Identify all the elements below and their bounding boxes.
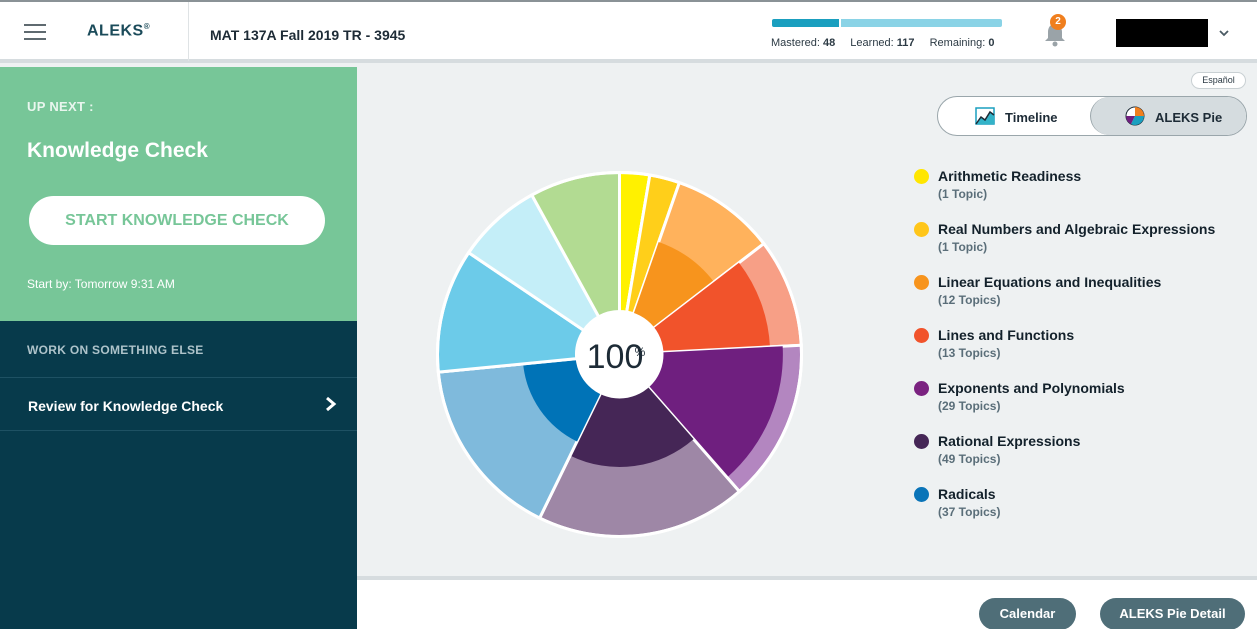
- top-header: ALEKS® MAT 137A Fall 2019 TR - 3945 Mast…: [0, 0, 1257, 63]
- legend-name: Radicals: [938, 486, 996, 502]
- view-toggle: Timeline ALEKS Pie: [937, 96, 1247, 136]
- aleks-pie-label: ALEKS Pie: [1155, 110, 1223, 125]
- start-by-text: Start by: Tomorrow 9:31 AM: [27, 277, 175, 291]
- legend-dot: [914, 434, 929, 449]
- up-next-label: UP NEXT :: [27, 99, 94, 114]
- legend-name: Arithmetic Readiness: [938, 168, 1082, 184]
- legend-dot: [914, 169, 929, 184]
- chevron-down-icon[interactable]: [1218, 26, 1230, 38]
- pie-slice-mastered[interactable]: [523, 358, 601, 442]
- pie-center-value: 100: [587, 338, 644, 376]
- work-on-something-else-panel: WORK ON SOMETHING ELSE Review for Knowle…: [0, 321, 357, 629]
- start-knowledge-check-button[interactable]: START KNOWLEDGE CHECK: [29, 196, 325, 245]
- pie-slice-mastered[interactable]: [653, 262, 770, 353]
- up-next-title: Knowledge Check: [27, 139, 208, 162]
- legend-item[interactable]: Radicals (37 Topics): [913, 485, 1233, 521]
- legend-item[interactable]: Exponents and Polynomials (29 Topics): [913, 379, 1233, 415]
- legend-item[interactable]: Rational Expressions (49 Topics): [913, 432, 1233, 468]
- progress-learned-fill: [841, 19, 1002, 27]
- legend-count: (12 Topics): [938, 293, 1001, 307]
- mastered-count: 48: [822, 37, 836, 49]
- review-item-label: Review for Knowledge Check: [28, 398, 224, 414]
- pie-outer-ring: [436, 171, 803, 538]
- review-for-knowledge-check-item[interactable]: Review for Knowledge Check: [0, 378, 357, 431]
- legend-count: (49 Topics): [938, 452, 1001, 466]
- pie-legend: Arithmetic Readiness (1 Topic) Real Number…: [913, 167, 1233, 575]
- aleks-pie-chart: 100 %: [431, 166, 808, 543]
- chevron-right-icon: [324, 396, 338, 412]
- remaining-count: 0: [988, 37, 995, 49]
- user-name-redacted[interactable]: [1116, 19, 1208, 47]
- header-divider: [188, 2, 189, 61]
- legend-item[interactable]: Linear Equations and Inequalities (12 Top…: [913, 273, 1233, 309]
- aleks-pie-toggle-button[interactable]: ALEKS Pie: [1090, 97, 1246, 135]
- timeline-toggle-button[interactable]: Timeline: [938, 97, 1092, 135]
- legend-count: (13 Topics): [938, 346, 1001, 360]
- bell-icon[interactable]: 2: [1043, 14, 1067, 48]
- progress-bar: [772, 19, 1002, 27]
- legend-count: (1 Topic): [938, 240, 988, 254]
- hamburger-icon[interactable]: [24, 24, 46, 40]
- learned-label: Learned:: [850, 37, 894, 49]
- pie-chart-svg: 100 %: [436, 170, 803, 538]
- legend-item[interactable]: Arithmetic Readiness (1 Topic): [913, 167, 1233, 203]
- aleks-logo[interactable]: ALEKS®: [87, 22, 151, 40]
- progress-stats: Mastered: 48 Learned: 117 Remaining: 0: [771, 37, 994, 49]
- pie-chart-icon: [1125, 106, 1145, 126]
- progress-mastered-fill: [772, 19, 839, 27]
- timeline-label: Timeline: [1005, 110, 1058, 125]
- timeline-chart-icon: [975, 106, 995, 126]
- bottom-footer: Calendar ALEKS Pie Detail: [357, 576, 1257, 629]
- aleks-pie-detail-button[interactable]: ALEKS Pie Detail: [1100, 598, 1245, 629]
- legend-dot: [914, 487, 929, 502]
- legend-name: Exponents and Polynomials: [938, 380, 1125, 396]
- legend-name: Real Numbers and Algebraic Expressions: [938, 221, 1216, 237]
- legend-count: (1 Topic): [938, 187, 988, 201]
- notification-badge: 2: [1050, 14, 1066, 30]
- espanol-link[interactable]: Español: [1191, 72, 1246, 89]
- legend-name: Rational Expressions: [938, 433, 1081, 449]
- divider: [0, 377, 357, 378]
- legend-dot: [914, 381, 929, 396]
- legend-name: Lines and Functions: [938, 327, 1075, 343]
- remaining-label: Remaining:: [929, 37, 986, 49]
- divider: [0, 430, 357, 431]
- work-else-label: WORK ON SOMETHING ELSE: [27, 343, 204, 357]
- legend-name: Linear Equations and Inequalities: [938, 274, 1162, 290]
- pie-center-circle: [575, 310, 664, 399]
- learned-count: 117: [896, 37, 915, 49]
- legend-item[interactable]: Real Numbers and Algebraic Expressions (1…: [913, 220, 1233, 256]
- mastered-label: Mastered:: [771, 37, 820, 49]
- calendar-button[interactable]: Calendar: [979, 598, 1076, 629]
- pie-slice-mastered[interactable]: [570, 386, 694, 467]
- pie-slice-mastered[interactable]: [647, 346, 783, 478]
- legend-count: (29 Topics): [938, 399, 1001, 413]
- legend-dot: [914, 222, 929, 237]
- pie-slice-mastered[interactable]: [633, 241, 714, 329]
- legend-dot: [914, 328, 929, 343]
- legend-dot: [914, 275, 929, 290]
- up-next-panel: UP NEXT : Knowledge Check START KNOWLEDG…: [0, 67, 357, 321]
- pie-center-unit: %: [635, 345, 646, 359]
- legend-count: (37 Topics): [938, 505, 1001, 519]
- legend-item[interactable]: Lines and Functions (13 Topics): [913, 326, 1233, 362]
- course-title: MAT 137A Fall 2019 TR - 3945: [210, 27, 406, 43]
